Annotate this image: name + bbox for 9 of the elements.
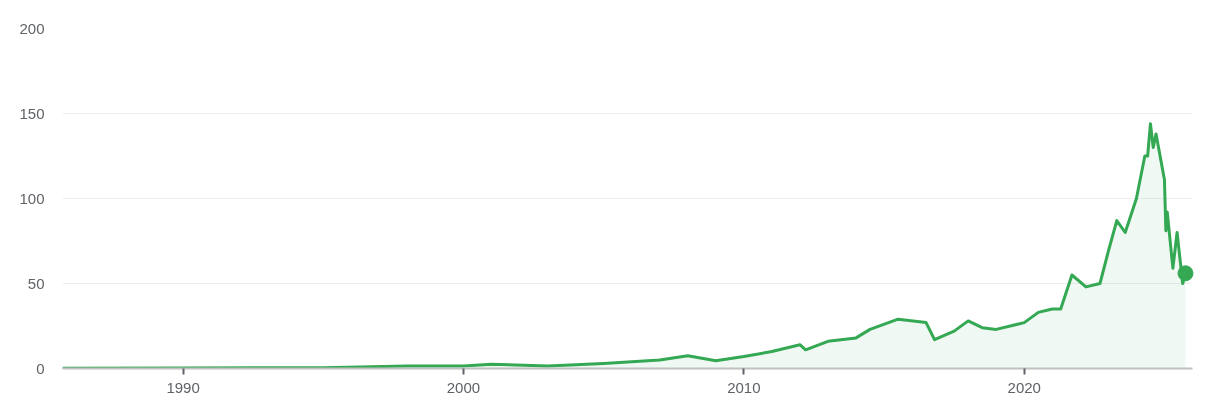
y-tick-label: 50 [27, 274, 45, 292]
y-tick-label: 100 [19, 189, 45, 207]
y-tick-label: 200 [19, 19, 45, 37]
x-tick-label: 2000 [446, 378, 481, 396]
y-tick-label: 150 [19, 104, 45, 122]
x-tick-label: 1990 [166, 378, 200, 396]
x-tick-label: 2020 [1007, 378, 1041, 396]
x-tick-label: 2010 [727, 378, 761, 396]
y-tick-label: 0 [36, 359, 45, 377]
